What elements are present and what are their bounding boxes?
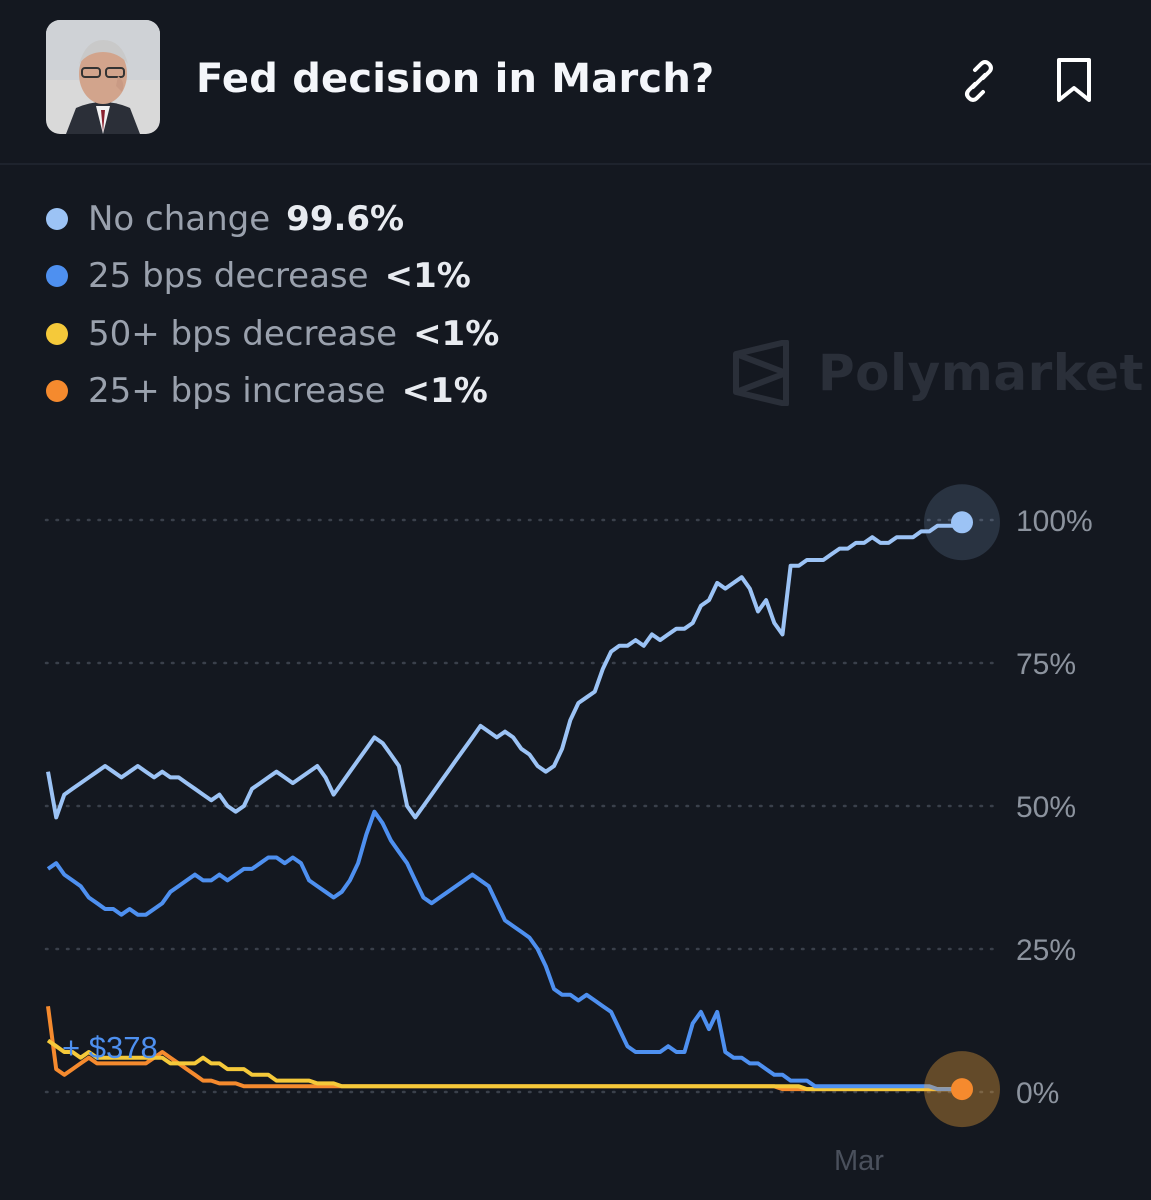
market-avatar bbox=[46, 20, 160, 134]
end-markers bbox=[924, 484, 1000, 1128]
series-line-25-bps-decrease bbox=[46, 809, 963, 1092]
legend-value: <1% bbox=[401, 371, 488, 412]
legend-value: <1% bbox=[384, 256, 471, 297]
y-axis-labels: 0% 25% 50% 75% 100% bbox=[1016, 505, 1093, 1110]
chart-series bbox=[46, 520, 963, 1092]
polymarket-watermark: Polymarket bbox=[732, 340, 1144, 406]
50-bps-decrease-dot-icon bbox=[46, 322, 68, 345]
y-tick-label: 0% bbox=[1016, 1077, 1059, 1110]
y-tick-label: 75% bbox=[1016, 648, 1076, 681]
25-bps-increase-dot-icon bbox=[46, 380, 68, 403]
legend-item-50-bps-decrease[interactable]: 50+ bps decrease <1% bbox=[46, 305, 499, 363]
bookmark-button[interactable] bbox=[1049, 56, 1099, 106]
legend-label: 50+ bps decrease bbox=[88, 313, 398, 354]
series-line-no-change bbox=[46, 520, 963, 820]
polymarket-logo-icon bbox=[733, 340, 789, 406]
portrait-icon bbox=[46, 20, 160, 134]
chart-annotation: + $378 bbox=[62, 1030, 158, 1065]
no-change-dot-icon bbox=[46, 207, 68, 230]
y-tick-label: 25% bbox=[1016, 934, 1076, 967]
legend-item-no-change[interactable]: No change 99.6% bbox=[46, 190, 499, 248]
legend-item-25-bps-decrease[interactable]: 25 bps decrease <1% bbox=[46, 248, 499, 306]
legend-label: 25+ bps increase bbox=[88, 371, 386, 412]
legend-label: 25 bps decrease bbox=[88, 256, 369, 297]
y-tick-label: 50% bbox=[1016, 791, 1076, 824]
legend-value: 99.6% bbox=[286, 198, 405, 239]
page-title: Fed decision in March? bbox=[196, 56, 715, 102]
25-bps-decrease-dot-icon bbox=[46, 265, 68, 288]
no-change-end-dot[interactable] bbox=[951, 511, 973, 534]
page-header: Fed decision in March? bbox=[0, 0, 1151, 165]
chart-grid bbox=[44, 518, 998, 1094]
legend-item-25-bps-increase[interactable]: 25+ bps increase <1% bbox=[46, 363, 499, 421]
watermark-text: Polymarket bbox=[818, 344, 1144, 402]
bookmark-icon bbox=[1057, 58, 1091, 102]
legend: No change 99.6% 25 bps decrease <1% 50+ … bbox=[46, 190, 499, 420]
25-bps-increase-end-dot[interactable] bbox=[951, 1078, 973, 1101]
link-icon bbox=[965, 60, 993, 102]
legend-value: <1% bbox=[413, 313, 500, 354]
series-line-50-bps-decrease bbox=[46, 1038, 962, 1092]
x-tick-label-mar: Mar bbox=[834, 1145, 884, 1177]
legend-label: No change bbox=[88, 198, 271, 239]
series-line-25-bps-increase bbox=[46, 1005, 962, 1092]
y-tick-label: 100% bbox=[1016, 505, 1093, 538]
link-button[interactable] bbox=[954, 56, 1004, 106]
